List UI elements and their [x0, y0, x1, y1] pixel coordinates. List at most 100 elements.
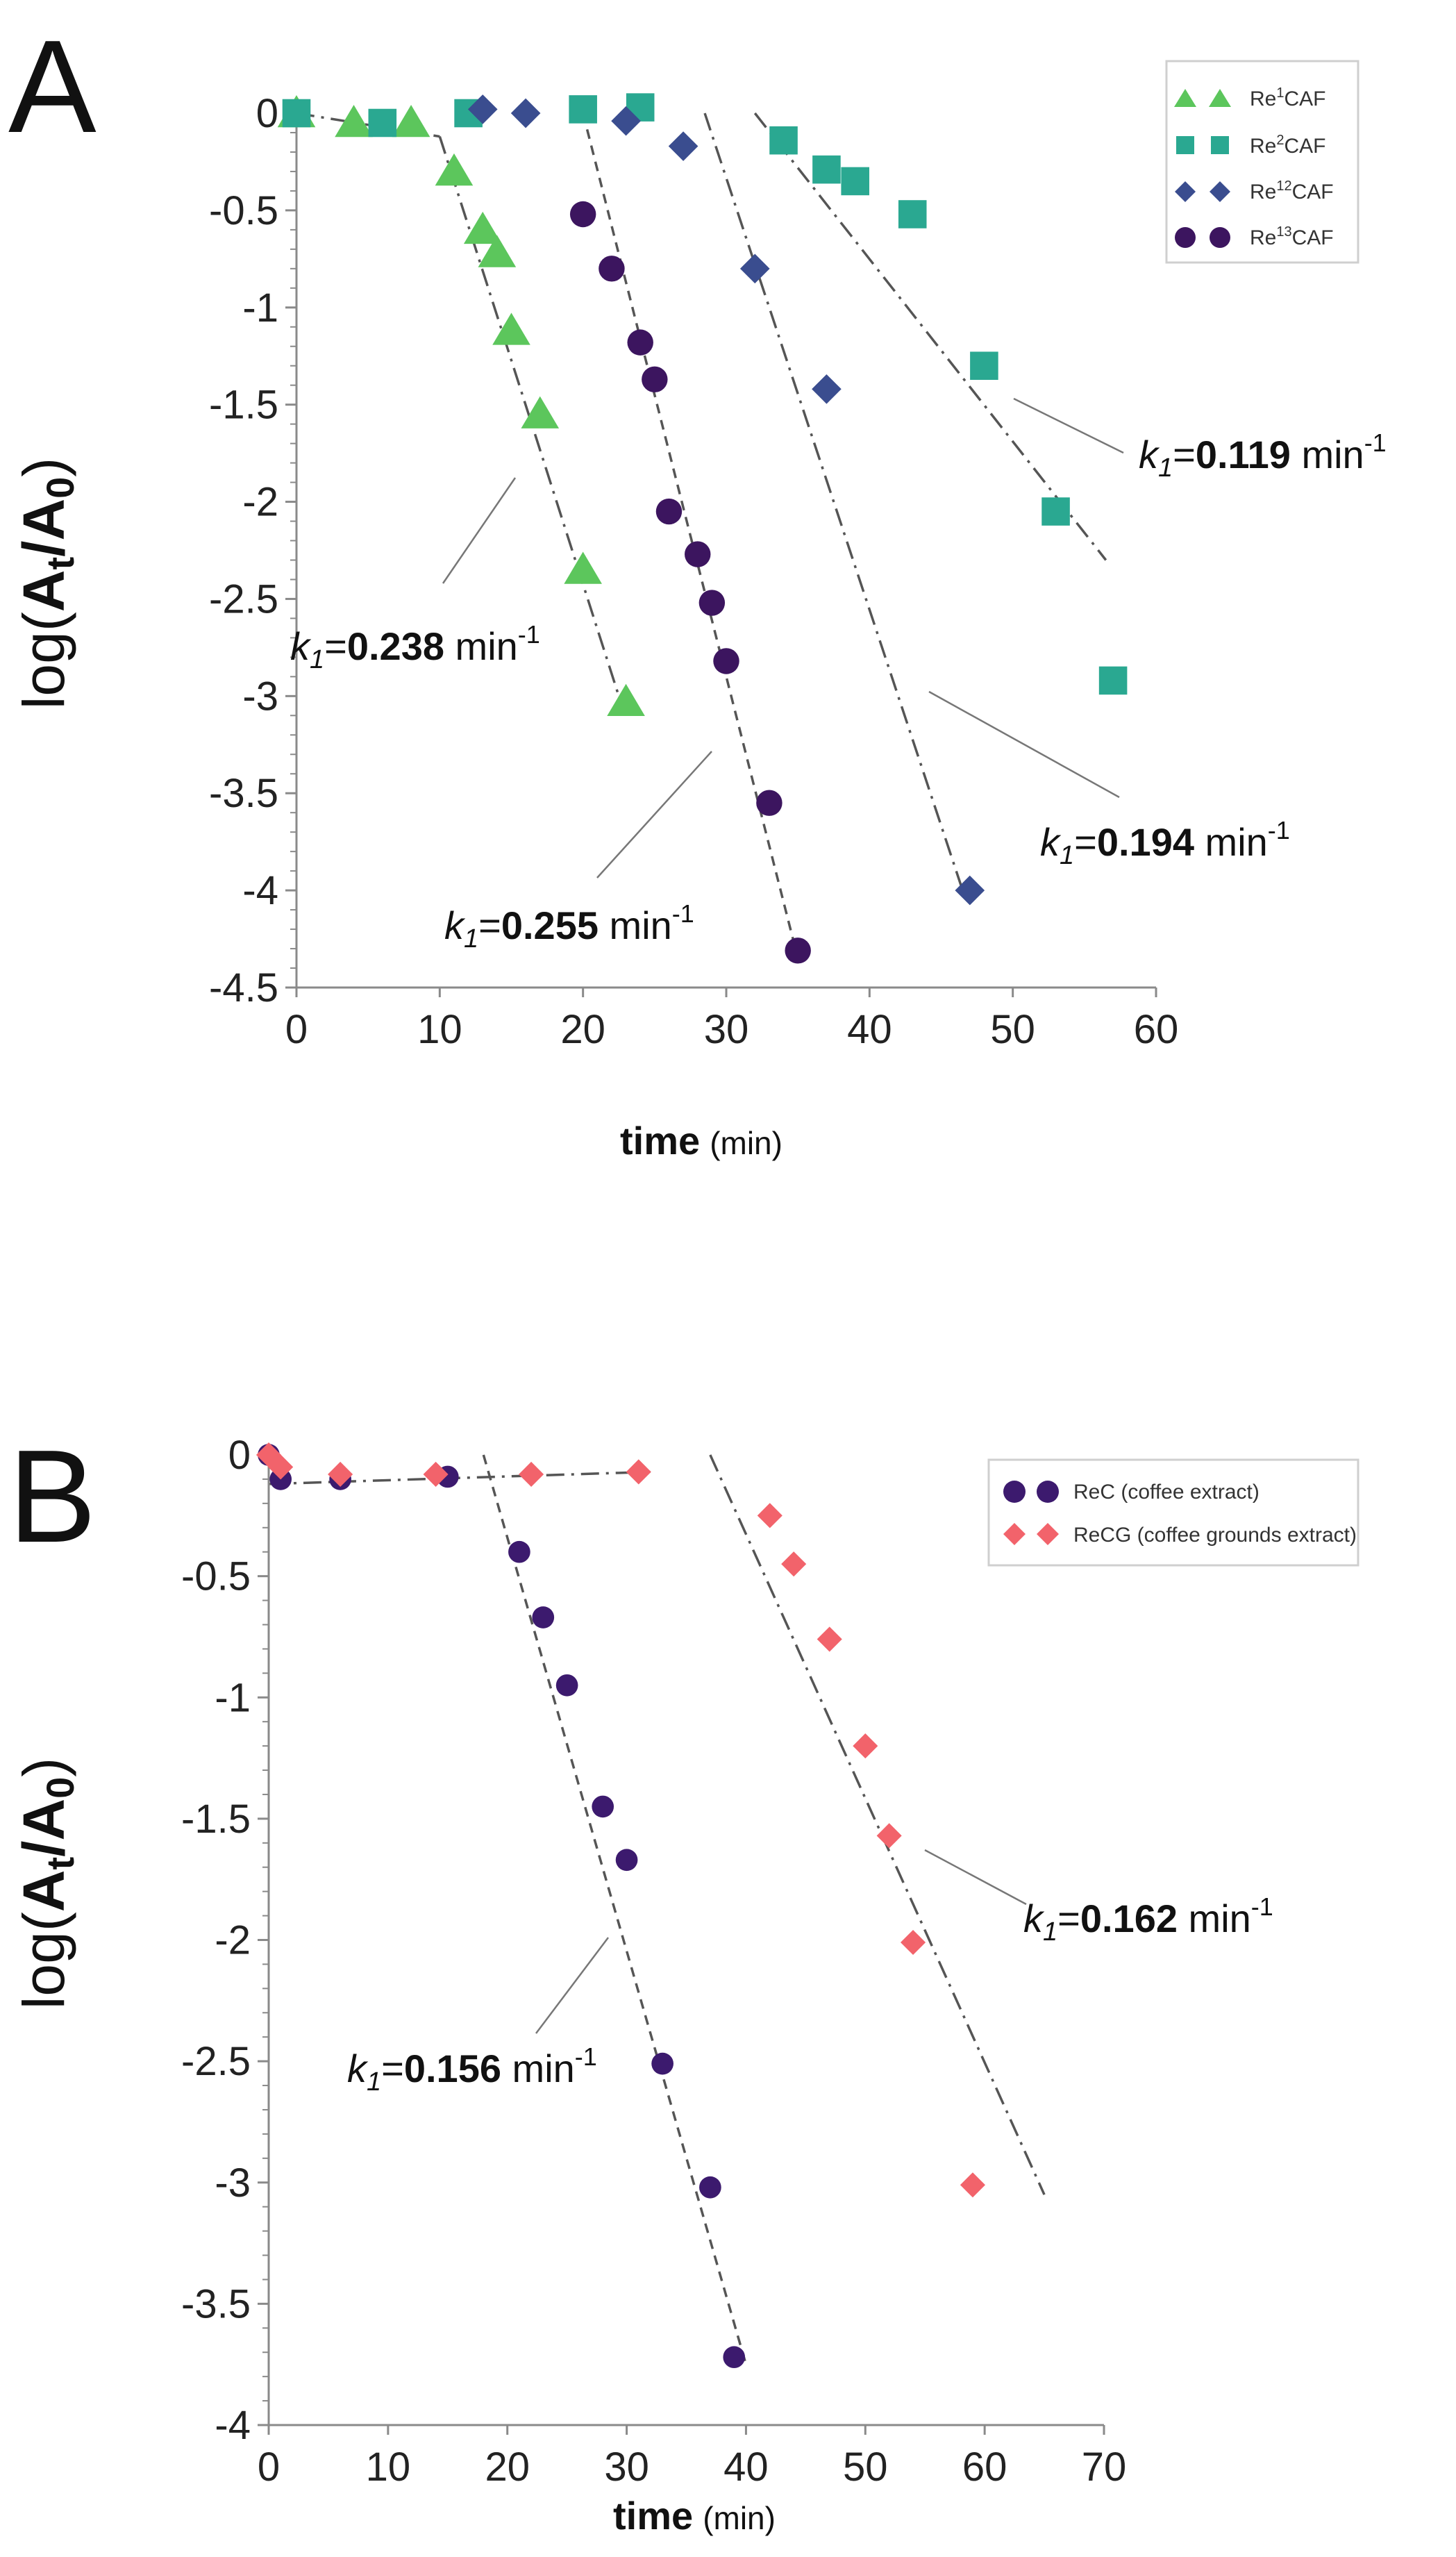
y-tick-label: -3 [242, 674, 278, 719]
circle-marker-icon [1003, 1481, 1026, 1503]
triangle-marker-icon [1209, 89, 1231, 107]
panel-a-chart: A 0 -0.5 -1 -1.5 -2 -2.5 -3 -3.5 -4 -4.5 0 10 20 30 4… [8, 13, 1387, 1163]
leader-line-0119 [1013, 397, 1124, 454]
x-tick-label: 70 [1082, 2444, 1127, 2490]
x-tick-label: 50 [990, 1007, 1035, 1052]
panel-a-y-axis-title: log(At/A0) [11, 458, 82, 710]
data-point-square [282, 99, 311, 128]
data-point-circle [627, 329, 653, 356]
y-tick-label: -2.5 [209, 576, 278, 622]
data-point-circle [699, 2176, 721, 2199]
y-tick-label: -1 [215, 1675, 251, 1720]
y-tick-label: -3.5 [209, 771, 278, 816]
data-point-diamond [256, 1442, 282, 1468]
legend-item-re13caf: Re13CAF [1175, 224, 1334, 249]
data-point-circle [508, 1540, 530, 1563]
data-point-circle [615, 1849, 638, 1872]
data-point-circle [599, 256, 625, 282]
panel-b-legend-box [987, 1458, 1359, 1567]
legend-item-re1caf: Re1CAF [1174, 85, 1325, 110]
legend-label-re1caf: Re1CAF [1250, 85, 1325, 110]
legend-label-re12caf: Re12CAF [1250, 178, 1334, 203]
square-marker-icon [1211, 136, 1229, 154]
diamond-marker-icon [1210, 181, 1230, 202]
data-point-diamond [328, 1461, 353, 1487]
square-marker-icon [1176, 136, 1194, 154]
data-point-circle [532, 1606, 555, 1629]
legend-label-re2caf: Re2CAF [1250, 133, 1325, 158]
y-tick-label: -1.5 [209, 383, 278, 428]
fit-line [482, 1454, 748, 2365]
data-point-square [841, 167, 869, 196]
fit-line [703, 113, 964, 891]
leader-line-0238 [442, 477, 517, 584]
y-tick-label: -1.5 [181, 1797, 251, 1842]
data-point-circle [685, 541, 711, 567]
data-point-triangle [435, 153, 474, 186]
x-tick-label: 50 [843, 2444, 888, 2490]
panel-a-x-tick-labels: 0 10 20 30 40 50 60 [285, 1007, 1178, 1052]
data-point-circle [651, 2052, 673, 2075]
data-point-triangle [607, 683, 645, 717]
data-point-square [769, 126, 798, 155]
data-point-triangle [463, 211, 502, 244]
data-point-triangle [521, 396, 560, 428]
data-point-square [569, 95, 597, 124]
data-point-triangle [492, 313, 530, 345]
panel-a-annotation-leaders [442, 397, 1124, 878]
data-point-diamond [817, 1626, 842, 1652]
data-point-circle [569, 201, 596, 228]
panel-a-label: A [8, 13, 97, 160]
panel-b-annotation-leaders [535, 1849, 1027, 2034]
data-point-square [368, 108, 397, 138]
x-tick-label: 20 [560, 1007, 605, 1052]
data-point-square [812, 155, 841, 184]
data-point-diamond [876, 1823, 902, 1849]
data-point-diamond [739, 253, 770, 284]
leader-line-0162 [924, 1849, 1027, 1906]
panel-a-y-tick-labels: 0 -0.5 -1 -1.5 -2 -2.5 -3 -3.5 -4 -4.5 [209, 91, 278, 1010]
x-tick-label: 40 [847, 1007, 892, 1052]
fit-line [753, 112, 1107, 561]
data-point-circle [642, 366, 668, 393]
data-point-triangle [478, 235, 517, 267]
annotation-k1-0255: k1=0.255 min-1 [444, 899, 694, 953]
panel-b-label: B [8, 1423, 97, 1570]
panel-a-legend-box [1165, 60, 1359, 264]
data-point-circle [555, 1674, 578, 1697]
data-point-circle [785, 938, 811, 964]
data-point-diamond [467, 94, 498, 124]
data-point-diamond [955, 875, 985, 906]
data-point-square [970, 351, 998, 380]
data-point-diamond [812, 374, 842, 404]
leader-line-0156 [535, 1937, 609, 2034]
panel-a-legend: Re1CAF Re2CAF Re12CAF Re13CAF [1165, 60, 1359, 264]
y-tick-label: -4 [215, 2403, 251, 2448]
y-tick-label: -4 [242, 868, 278, 913]
annotation-k1-0194: k1=0.194 min-1 [1040, 816, 1290, 870]
data-point-circle [723, 2346, 746, 2369]
data-point-triangle [564, 551, 602, 584]
y-tick-label: -3 [215, 2160, 251, 2206]
panel-b-y-axis-title: log(At/A0) [11, 1758, 82, 2010]
circle-marker-icon [1210, 227, 1230, 248]
data-point-circle [698, 590, 726, 616]
data-point-circle [655, 498, 683, 525]
triangle-marker-icon [1174, 89, 1196, 107]
y-tick-label: -2 [215, 1918, 251, 1963]
y-tick-label: -2 [242, 480, 278, 525]
y-tick-label: -3.5 [181, 2281, 251, 2326]
data-point-diamond [900, 1929, 926, 1956]
y-tick-label: 0 [228, 1433, 251, 1478]
x-tick-label: 20 [485, 2444, 530, 2490]
leader-line-0255 [596, 751, 712, 878]
data-point-diamond [668, 131, 698, 161]
panel-b-axes [258, 1454, 1105, 2435]
data-point-circle [592, 1795, 614, 1818]
x-tick-label: 60 [962, 2444, 1007, 2490]
data-point-triangle [335, 104, 373, 138]
data-point-diamond [423, 1461, 449, 1487]
data-point-diamond [960, 2172, 985, 2198]
panel-b-data-points [256, 1442, 985, 2369]
panel-a-axes [285, 112, 1157, 997]
